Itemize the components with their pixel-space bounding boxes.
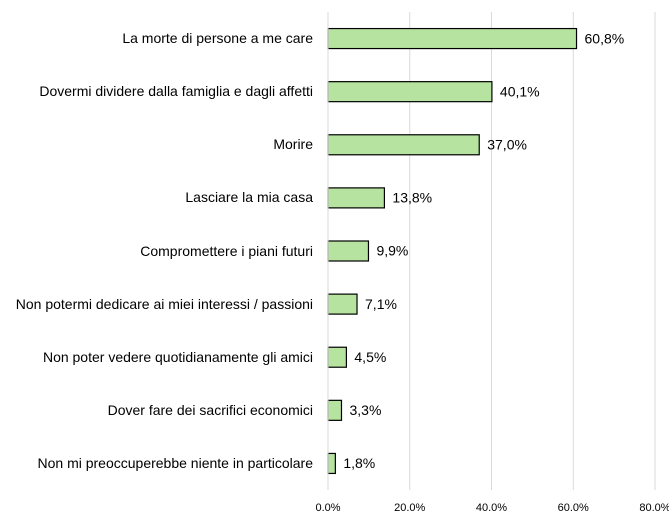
value-label: 37,0% xyxy=(487,136,527,152)
category-text: Non potermi dedicare ai miei interessi /… xyxy=(15,295,313,312)
bar xyxy=(327,346,347,368)
category-label: Lasciare la mia casa xyxy=(0,187,313,208)
category-text: Compromettere i piani futuri xyxy=(140,242,313,259)
category-label: Compromettere i piani futuri xyxy=(0,241,313,262)
x-tick-label: 80.0% xyxy=(639,502,669,513)
value-label: 4,5% xyxy=(354,349,386,365)
category-label: Dovermi dividere dalla famiglia e dagli … xyxy=(0,81,313,102)
bar xyxy=(327,452,336,475)
value-label: 3,3% xyxy=(349,402,381,418)
category-text: La morte di persone a me care xyxy=(122,30,313,47)
value-label: 1,8% xyxy=(343,455,375,471)
category-label: Morire xyxy=(0,134,313,155)
bar xyxy=(327,399,343,421)
category-text: Non poter vedere quotidianamente gli ami… xyxy=(42,348,313,365)
bar xyxy=(327,134,480,156)
category-text: Dover fare dei sacrifici economici xyxy=(107,401,313,418)
bar xyxy=(327,293,358,315)
bar xyxy=(327,81,493,103)
category-label: Non potermi dedicare ai miei interessi /… xyxy=(0,294,313,315)
category-text: Lasciare la mia casa xyxy=(185,189,313,206)
category-label: Non poter vedere quotidianamente gli ami… xyxy=(0,347,313,368)
category-text: Non mi preoccuperebbe niente in particol… xyxy=(37,454,314,471)
bar xyxy=(327,27,578,50)
value-label: 40,1% xyxy=(500,83,540,99)
x-tick-label: 60.0% xyxy=(558,502,589,513)
value-label: 7,1% xyxy=(365,296,397,312)
category-label: Non mi preoccuperebbe niente in particol… xyxy=(0,453,314,474)
value-label: 13,8% xyxy=(392,190,432,206)
bar xyxy=(327,187,386,209)
category-text: Dovermi dividere dalla famiglia e dagli … xyxy=(39,83,313,100)
bar xyxy=(327,240,370,262)
value-label: 60,8% xyxy=(585,30,625,46)
category-label: La morte di persone a me care xyxy=(0,28,313,49)
x-tick-label: 40.0% xyxy=(476,502,507,513)
category-label: Dover fare dei sacrifici economici xyxy=(0,400,313,421)
x-tick-label: 0.0% xyxy=(315,502,340,513)
category-text: Morire xyxy=(273,136,313,153)
value-label: 9,9% xyxy=(376,243,408,259)
x-tick-label: 20.0% xyxy=(394,502,425,513)
